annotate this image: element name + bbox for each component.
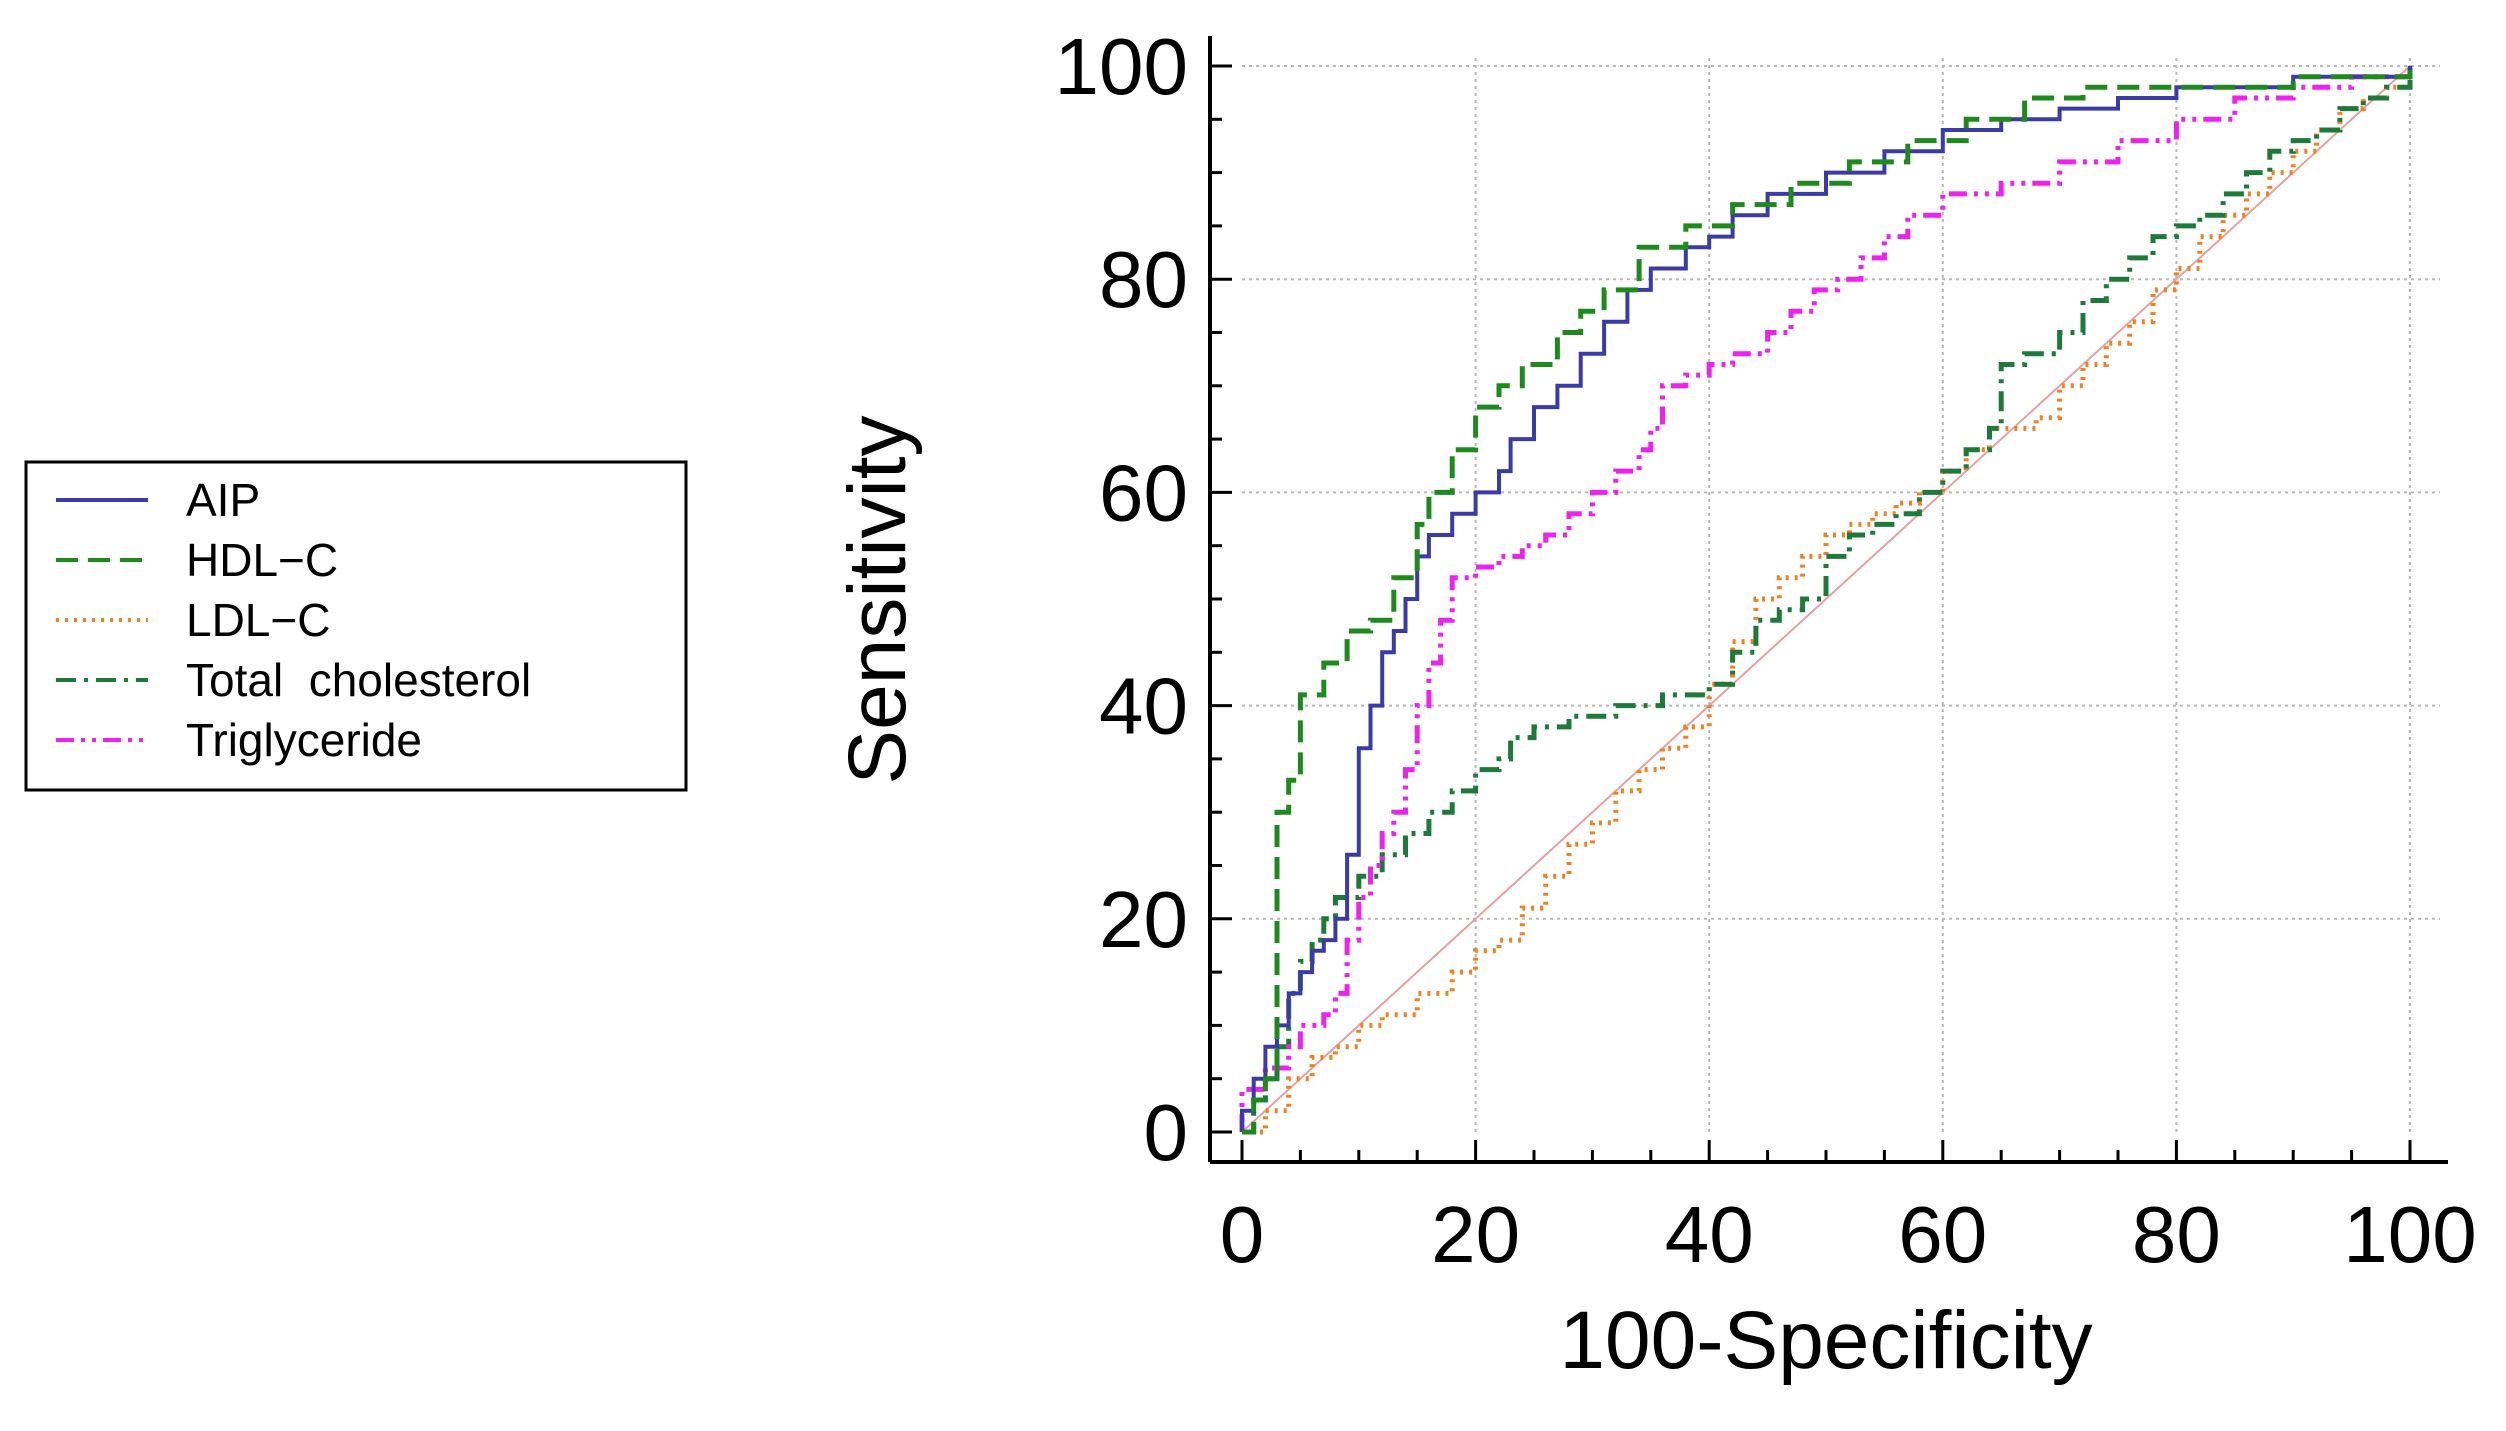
y-tick-label: 20 — [1099, 875, 1188, 964]
reference-diagonal-line — [1241, 65, 2411, 1133]
y-tick-label: 100 — [1055, 22, 1188, 111]
legend-label: HDL−C — [186, 534, 338, 586]
x-tick-label: 60 — [1898, 1190, 1987, 1279]
legend-box — [24, 460, 688, 792]
x-tick-label: 100 — [2343, 1190, 2476, 1279]
tick-labels: 0 20 40 60 80 100 0 20 40 60 80 100 — [1055, 22, 2477, 1279]
x-axis-title: 100-Specificity — [1559, 1295, 2092, 1386]
legend-label: Triglyceride — [186, 714, 422, 766]
legend-label: LDL−C — [186, 594, 330, 646]
series-layer — [1239, 66, 2413, 1135]
reference-line-layer — [1241, 65, 2411, 1133]
legend-items: AIP HDL−C LDL−C Total cholesterol Triglyceri… — [56, 474, 531, 766]
legend-label: Total cholesterol — [186, 654, 531, 706]
x-tick-label: 0 — [1220, 1190, 1265, 1279]
legend-label: AIP — [186, 474, 260, 526]
legend: AIP HDL−C LDL−C Total cholesterol Triglyceri… — [24, 460, 688, 792]
series-line-aip — [1240, 66, 2412, 1132]
axes — [1208, 36, 2448, 1164]
y-tick-label: 40 — [1099, 662, 1188, 751]
x-tick-label: 80 — [2132, 1190, 2221, 1279]
series-line-triglyceride — [1239, 66, 2413, 1132]
series-line-total-cholesterol — [1242, 66, 2413, 1135]
x-tick-label: 40 — [1665, 1190, 1754, 1279]
x-tick-label: 20 — [1431, 1190, 1520, 1279]
y-tick-label: 60 — [1099, 448, 1188, 537]
grid-lines — [1242, 56, 2440, 1132]
y-tick-label: 80 — [1099, 235, 1188, 324]
y-tick-label: 0 — [1144, 1088, 1189, 1177]
series-line-hdl-c — [1242, 66, 2413, 1135]
y-axis-title: Sensitivity — [832, 415, 923, 784]
